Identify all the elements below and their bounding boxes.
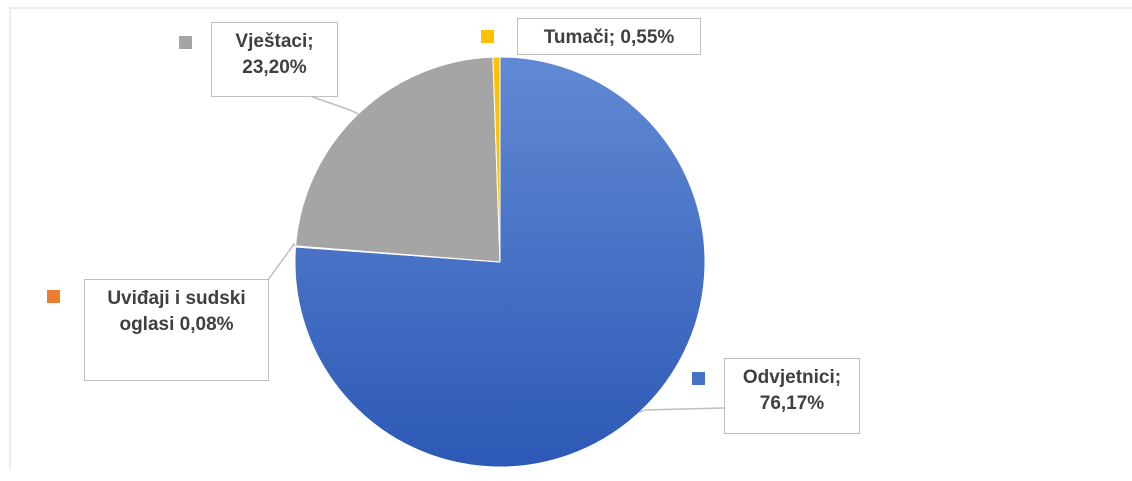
legend-key bbox=[179, 36, 192, 49]
data-label: Tumači; 0,55% bbox=[517, 18, 701, 55]
legend-key bbox=[47, 290, 60, 303]
legend-key bbox=[481, 30, 494, 43]
legend-key bbox=[692, 372, 705, 385]
chart-frame bbox=[9, 7, 1132, 470]
leader-line bbox=[639, 407, 725, 413]
data-label: Vještaci; 23,20% bbox=[211, 22, 338, 97]
leader-line bbox=[267, 242, 297, 281]
leader-line bbox=[309, 95, 359, 115]
data-label: Odvjetnici; 76,17% bbox=[724, 358, 860, 434]
data-label: Uviđaji i sudski oglasi 0,08% bbox=[84, 279, 269, 381]
pie-slice bbox=[492, 56, 501, 263]
